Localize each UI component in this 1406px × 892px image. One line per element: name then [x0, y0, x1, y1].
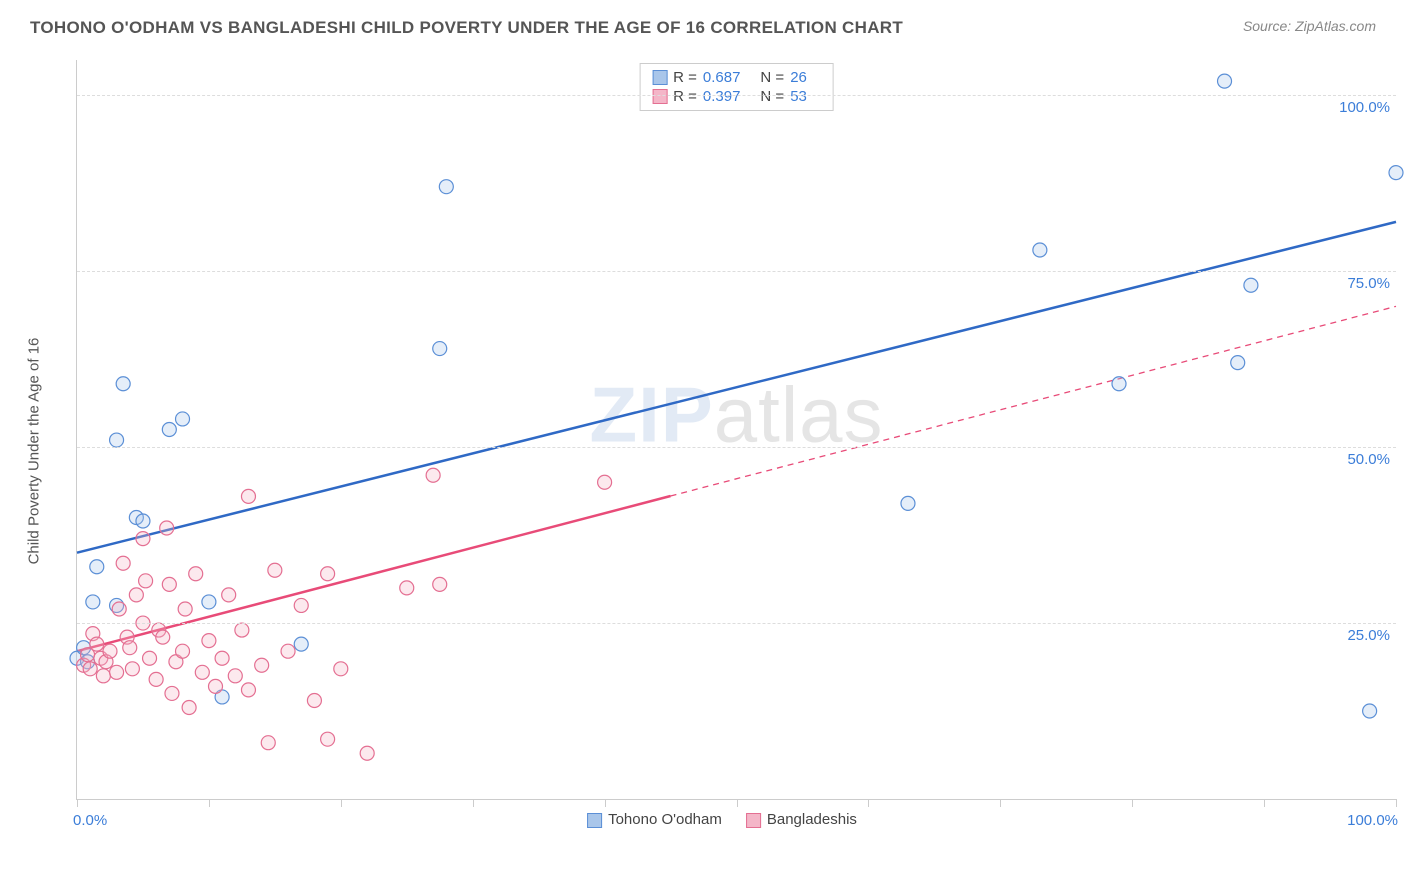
legend-stats-row: R = 0.687 N = 26	[652, 68, 821, 87]
legend-swatch-icon	[587, 813, 602, 828]
legend-stats: R = 0.687 N = 26 R = 0.397 N = 53	[639, 63, 834, 111]
plot-svg	[77, 60, 1396, 799]
legend-swatch-icon	[652, 89, 667, 104]
x-tick-label: 0.0%	[73, 812, 107, 829]
y-tick-label: 100.0%	[1339, 99, 1390, 116]
legend-stats-row: R = 0.397 N = 53	[652, 87, 821, 106]
y-tick-label: 75.0%	[1347, 275, 1390, 292]
y-tick-label: 50.0%	[1347, 451, 1390, 468]
legend-item: Bangladeshis	[746, 811, 857, 828]
stat-n-label: N =	[760, 88, 784, 105]
stat-n-value: 53	[790, 88, 807, 105]
legend-item: Tohono O'odham	[587, 811, 722, 828]
y-axis-label: Child Poverty Under the Age of 16	[26, 338, 43, 565]
chart-title: TOHONO O'ODHAM VS BANGLADESHI CHILD POVE…	[30, 18, 903, 38]
y-tick-label: 25.0%	[1347, 627, 1390, 644]
plot-area: ZIPatlas R = 0.687 N = 26 R = 0.397 N = …	[76, 60, 1396, 800]
stat-n-label: N =	[760, 69, 784, 86]
source-label: Source: ZipAtlas.com	[1243, 18, 1376, 34]
legend-label: Tohono O'odham	[608, 811, 722, 828]
stat-n-value: 26	[790, 69, 807, 86]
stat-r-label: R =	[673, 69, 697, 86]
legend-swatch-icon	[746, 813, 761, 828]
chart-container: Child Poverty Under the Age of 16 ZIPatl…	[48, 60, 1396, 842]
stat-r-value: 0.687	[703, 69, 741, 86]
x-tick-label: 100.0%	[1347, 812, 1398, 829]
legend-swatch-icon	[652, 70, 667, 85]
stat-r-value: 0.397	[703, 88, 741, 105]
stat-r-label: R =	[673, 88, 697, 105]
legend-series: Tohono O'odham Bangladeshis	[587, 811, 857, 828]
legend-label: Bangladeshis	[767, 811, 857, 828]
